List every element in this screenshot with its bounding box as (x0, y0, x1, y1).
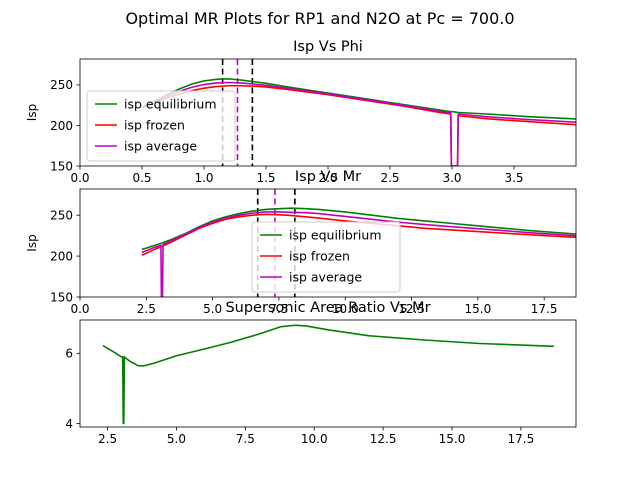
axes-title: Supersonic Area Ratio Vs Mr (225, 300, 430, 316)
y-axis-label: Isp (25, 234, 39, 251)
series-line-isp-equilibrium (141, 207, 576, 251)
x-tick-label: 2.5 (380, 171, 399, 185)
x-tick-label: 7.5 (236, 432, 255, 446)
x-tick-label: 15.0 (439, 432, 466, 446)
x-tick-label: 17.5 (508, 432, 535, 446)
series-line-isp-average (141, 81, 576, 166)
series-line-isp-frozen (141, 213, 576, 256)
x-tick-label: 2.0 (318, 171, 337, 185)
y-tick-label: 250 (50, 208, 73, 222)
axes-area-ratio-vs-mr: 2.5 5.0 7.5 10.0 12.5 15.0 17.5 4 6 Supersonic Ar… (65, 300, 577, 446)
x-tick-label: 2.5 (137, 302, 156, 316)
x-tick-label: 5.0 (167, 432, 186, 446)
legend: isp equilibrium isp frozen isp average (251, 221, 401, 293)
x-tick-label: 0.0 (70, 302, 89, 316)
legend-box (86, 90, 236, 162)
x-tick-label: 15.0 (465, 302, 492, 316)
y-tick-label: 6 (65, 347, 73, 361)
axes-title: Isp Vs Mr (295, 169, 361, 185)
x-tick-label: 1.5 (256, 171, 275, 185)
y-tick-label: 200 (50, 249, 73, 263)
x-tick-label: 1.0 (194, 171, 213, 185)
x-tick-label: 0.0 (70, 171, 89, 185)
axes-isp-vs-mr: 0.0 2.5 5.0 7.5 10.0 12.5 15.0 17.5 150 200 250 Isp… (25, 169, 577, 316)
x-tick-label: 10.0 (301, 432, 328, 446)
series-line-area-ratio (102, 324, 554, 425)
x-tick-label: 5.0 (203, 302, 222, 316)
series-line-isp-average (141, 211, 576, 297)
legend-label: isp average (124, 139, 197, 154)
legend-label: isp average (289, 270, 362, 285)
figure-suptitle: Optimal MR Plots for RP1 and N2O at Pc =… (125, 9, 514, 28)
axes-frame (79, 188, 577, 298)
y-axis-label: Isp (25, 104, 39, 121)
axes-frame (79, 319, 577, 428)
legend: isp equilibrium isp frozen isp average (86, 90, 236, 162)
series-line-isp-equilibrium (141, 78, 576, 120)
x-tick-label: 3.0 (442, 171, 461, 185)
x-tick-label: 0.5 (132, 171, 151, 185)
x-tick-label: 2.5 (98, 432, 117, 446)
x-tick-label: 12.5 (370, 432, 397, 446)
y-tick-label: 150 (50, 290, 73, 304)
y-tick-label: 250 (50, 78, 73, 92)
legend-label: isp equilibrium (289, 228, 382, 243)
legend-label: isp frozen (289, 249, 350, 264)
y-tick-label: 150 (50, 159, 73, 173)
axes-title: Isp Vs Phi (293, 39, 363, 55)
x-tick-label: 12.5 (398, 302, 425, 316)
x-tick-label: 10.0 (332, 302, 359, 316)
axes-isp-vs-phi: 0.0 0.5 1.0 1.5 2.0 2.5 3.0 3.5 150 200 250 Isp Vs … (25, 39, 577, 185)
legend-box (251, 221, 401, 293)
y-tick-label: 200 (50, 119, 73, 133)
x-tick-label: 17.5 (531, 302, 558, 316)
x-tick-label: 7.5 (269, 302, 288, 316)
axes-background (80, 320, 576, 427)
legend-label: isp equilibrium (124, 97, 217, 112)
legend-label: isp frozen (124, 118, 185, 133)
y-tick-label: 4 (65, 417, 73, 431)
x-tick-label: 3.5 (504, 171, 523, 185)
